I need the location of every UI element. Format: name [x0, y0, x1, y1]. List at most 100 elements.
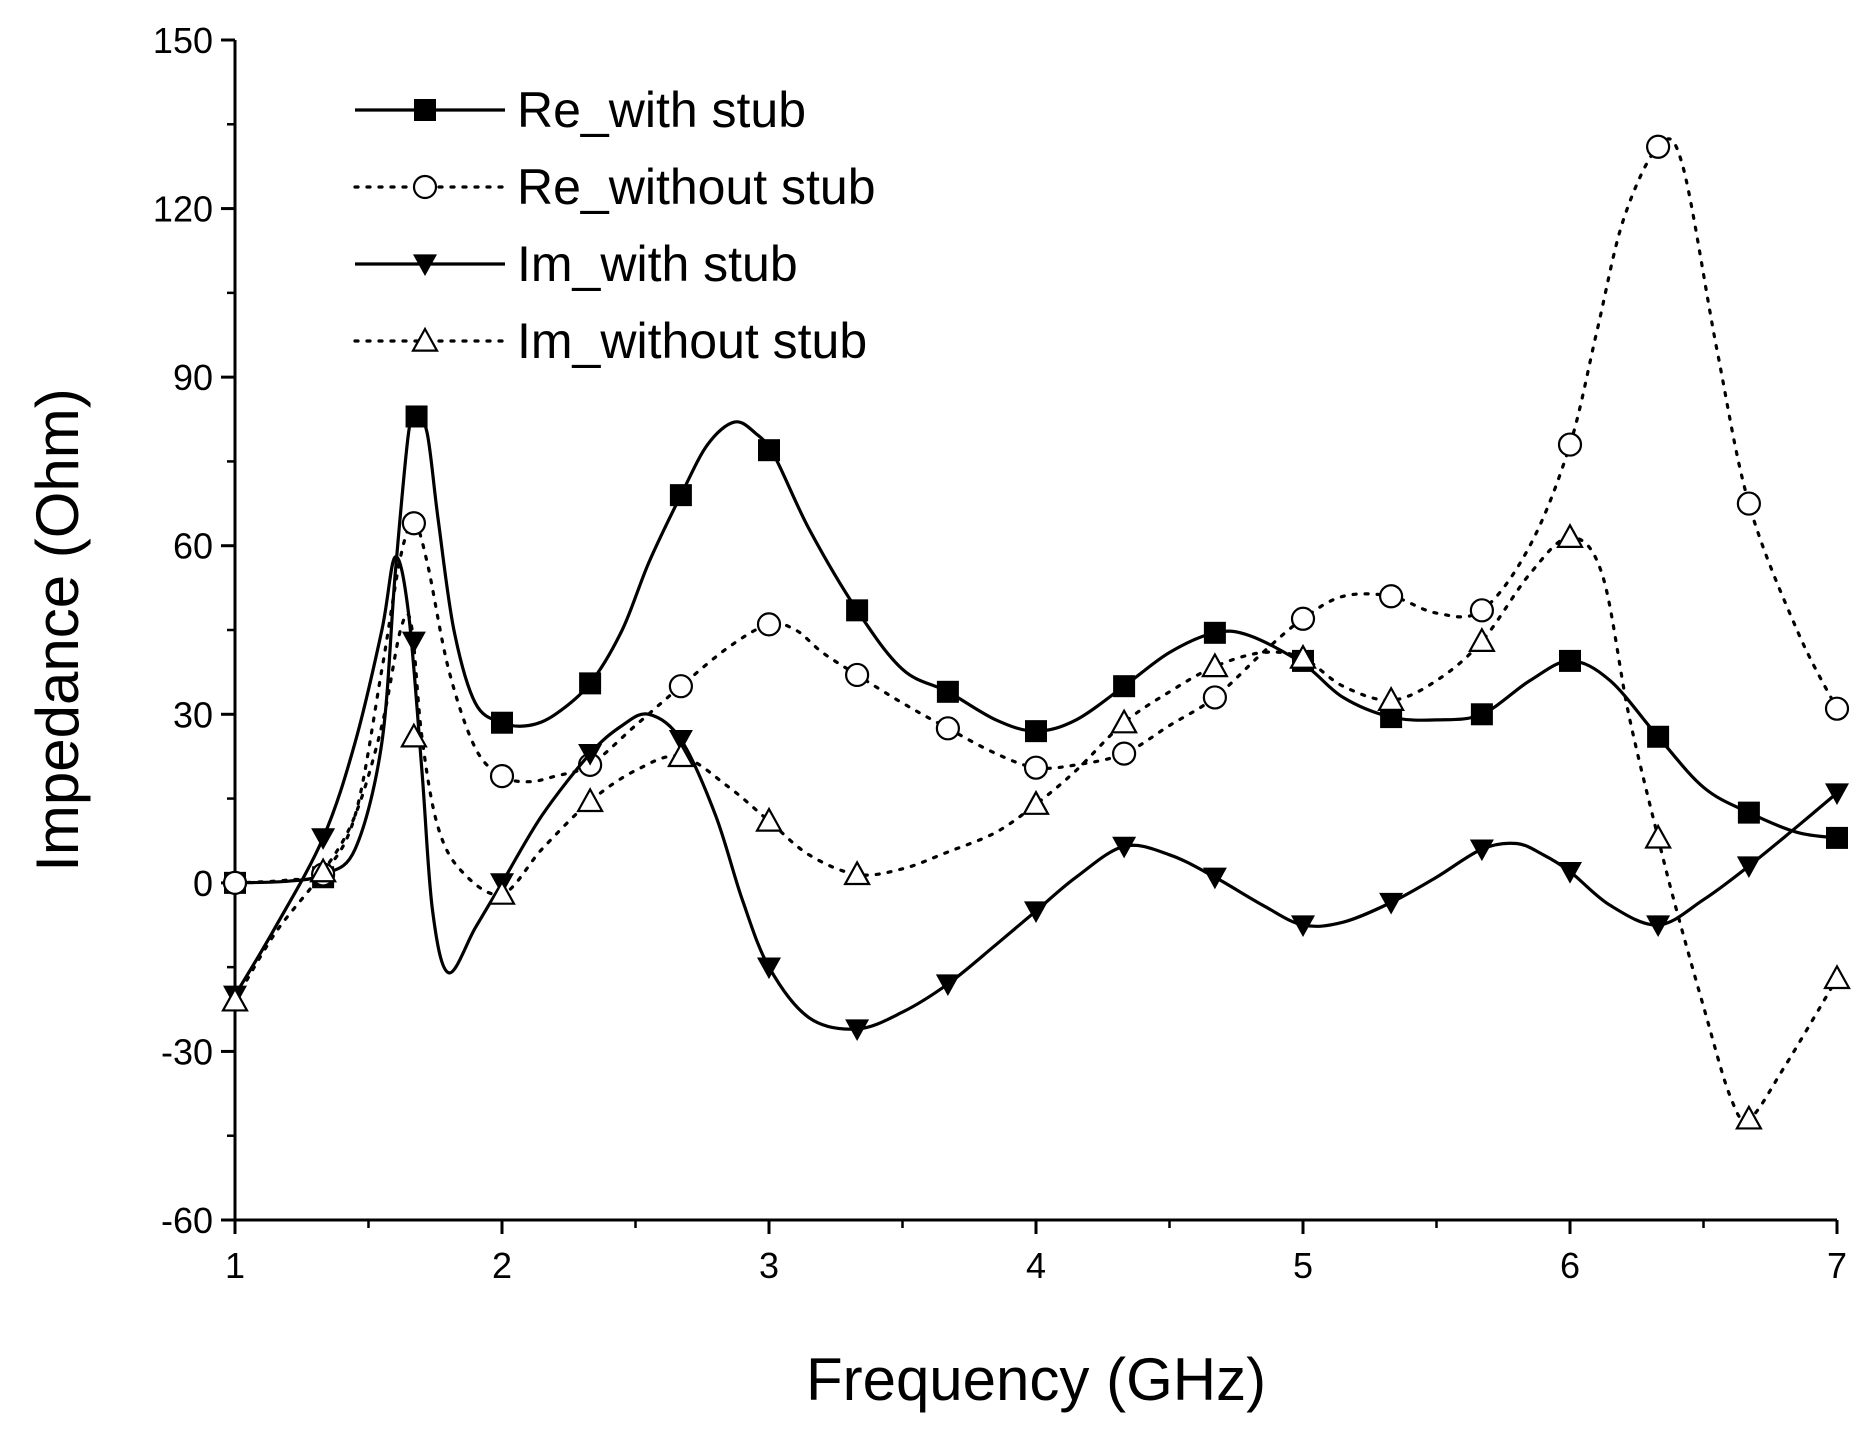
y-tick-label: -60 [161, 1200, 213, 1241]
y-tick-label: 60 [173, 526, 213, 567]
legend-label: Im_without stub [517, 313, 867, 369]
triangle-down-filled-marker [1024, 901, 1048, 923]
legend-entry: Im_with stub [355, 236, 798, 292]
triangle-down-filled-marker [1469, 839, 1494, 862]
series-3 [233, 555, 1839, 1031]
triangle-down-filled-marker [1291, 915, 1315, 937]
legend-triangle-up-open-marker [411, 326, 439, 352]
triangle-down-filled-marker [1558, 862, 1582, 884]
square-filled-marker [1380, 706, 1403, 729]
legend-circle-open-marker [412, 174, 438, 200]
triangle-down-filled-marker [311, 828, 336, 850]
x-tick-label: 4 [1026, 1245, 1046, 1286]
triangle-up-open-marker [1468, 626, 1496, 652]
triangle-up-open-marker [221, 986, 249, 1012]
legend-label: Im_with stub [517, 236, 798, 292]
triangle-down-filled-marker [757, 957, 781, 980]
circle-open-marker [1202, 685, 1227, 710]
square-filled-marker [1025, 720, 1047, 743]
circle-open-marker [1824, 696, 1850, 721]
triangle-up-open-marker [1110, 708, 1138, 734]
y-axis-title: Impedance (Ohm) [24, 388, 91, 872]
x-tick-label: 3 [759, 1245, 779, 1286]
circle-open-marker [401, 511, 426, 536]
triangle-down-filled-marker [1736, 856, 1761, 878]
triangle-up-open-marker [309, 857, 337, 883]
triangle-down-filled-marker [845, 1019, 870, 1041]
circle-open-marker [756, 612, 782, 637]
triangle-down-filled-marker [668, 729, 693, 752]
square-filled-marker [1559, 649, 1581, 672]
triangle-down-filled-marker [401, 631, 426, 654]
circle-open-marker [1646, 134, 1671, 159]
circle-open-marker [1736, 491, 1761, 516]
triangle-up-open-marker [488, 879, 516, 905]
triangle-up-open-marker [400, 722, 428, 748]
x-tick-label: 5 [1293, 1245, 1313, 1286]
square-filled-marker [1826, 826, 1848, 849]
x-tick-label: 7 [1827, 1245, 1847, 1286]
triangle-up-open-marker [667, 742, 695, 768]
x-axis-title: Frequency (GHz) [806, 1346, 1266, 1413]
series-line [233, 555, 1839, 1031]
x-tick-label: 1 [225, 1245, 245, 1286]
y-tick-label: 90 [173, 357, 213, 398]
triangle-down-filled-marker [1202, 867, 1227, 890]
triangle-up-open-marker [1289, 643, 1317, 669]
square-filled-marker [579, 672, 602, 695]
circle-open-marker [1557, 432, 1583, 457]
legend: Re_with stub Re_without stub Im_with stub I… [353, 82, 876, 369]
triangle-up-open-marker [755, 806, 783, 832]
triangle-up-open-marker [576, 787, 604, 813]
y-tick-label: 30 [173, 694, 213, 735]
triangle-down-filled-marker [1379, 892, 1404, 915]
axes: 1 2 3 4 5 6 7 -60 -30 0 30 60 90 120 150 [153, 20, 1847, 1286]
y-tick-label: -30 [161, 1031, 213, 1072]
triangle-down-filled-marker [1646, 915, 1671, 937]
triangle-down-filled-marker [578, 744, 603, 766]
circle-open-marker [1379, 584, 1404, 609]
legend-triangle-down-filled-marker [413, 254, 437, 276]
series-3-markers [223, 631, 1849, 1041]
triangle-up-open-marker [843, 860, 871, 886]
triangle-up-open-marker [1735, 1104, 1763, 1130]
triangle-up-open-marker [1556, 523, 1584, 548]
square-filled-marker [1737, 801, 1760, 824]
square-filled-marker [669, 484, 692, 507]
series-4-markers [221, 523, 1851, 1130]
circle-open-marker [935, 716, 960, 741]
triangle-up-open-marker [1823, 964, 1851, 990]
circle-open-marker [1469, 598, 1494, 623]
series-2 [233, 137, 1839, 885]
legend-square-filled-marker [414, 99, 436, 121]
triangle-down-filled-marker [1112, 836, 1137, 859]
circle-open-marker [489, 763, 515, 789]
legend-entry: Re_without stub [353, 159, 876, 215]
series-line [233, 137, 1839, 885]
triangle-up-open-marker [1377, 685, 1405, 711]
y-tick-label: 120 [153, 189, 213, 230]
circle-open-marker [668, 674, 693, 699]
legend-entry: Im_without stub [353, 313, 867, 369]
triangle-down-filled-marker [935, 974, 960, 996]
square-filled-marker [491, 711, 513, 734]
square-filled-marker [936, 680, 959, 703]
legend-label: Re_without stub [517, 159, 876, 215]
circle-open-marker [845, 662, 870, 688]
circle-open-marker [1023, 755, 1049, 780]
legend-entry: Re_with stub [355, 82, 806, 138]
x-tick-label: 6 [1560, 1245, 1580, 1286]
square-filled-marker [405, 405, 428, 428]
y-tick-label: 0 [193, 863, 213, 904]
y-tick-label: 150 [153, 20, 213, 61]
triangle-up-open-marker [1644, 823, 1672, 849]
x-tick-label: 2 [492, 1245, 512, 1286]
square-filled-marker [846, 599, 869, 622]
circle-open-marker [1290, 606, 1316, 631]
circle-open-marker [222, 870, 248, 895]
triangle-up-open-marker [1201, 652, 1229, 678]
legend-label: Re_with stub [517, 82, 806, 138]
series-layer [221, 134, 1851, 1130]
